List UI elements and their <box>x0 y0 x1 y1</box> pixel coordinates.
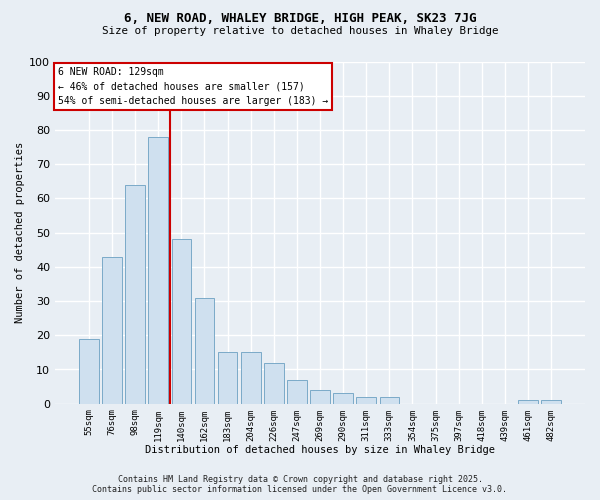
Text: 6 NEW ROAD: 129sqm
← 46% of detached houses are smaller (157)
54% of semi-detach: 6 NEW ROAD: 129sqm ← 46% of detached hou… <box>58 66 328 106</box>
Bar <box>287 380 307 404</box>
Bar <box>356 397 376 404</box>
Bar <box>380 397 399 404</box>
Bar <box>148 137 168 404</box>
Bar <box>79 338 99 404</box>
Text: Contains HM Land Registry data © Crown copyright and database right 2025.
Contai: Contains HM Land Registry data © Crown c… <box>92 474 508 494</box>
Bar <box>172 240 191 404</box>
X-axis label: Distribution of detached houses by size in Whaley Bridge: Distribution of detached houses by size … <box>145 445 495 455</box>
Text: 6, NEW ROAD, WHALEY BRIDGE, HIGH PEAK, SK23 7JG: 6, NEW ROAD, WHALEY BRIDGE, HIGH PEAK, S… <box>124 12 476 26</box>
Bar <box>218 352 238 404</box>
Bar <box>541 400 561 404</box>
Bar <box>241 352 260 404</box>
Bar <box>194 298 214 404</box>
Bar <box>334 394 353 404</box>
Bar <box>518 400 538 404</box>
Bar <box>310 390 330 404</box>
Bar <box>264 362 284 404</box>
Bar <box>102 256 122 404</box>
Y-axis label: Number of detached properties: Number of detached properties <box>15 142 25 323</box>
Bar <box>125 184 145 404</box>
Text: Size of property relative to detached houses in Whaley Bridge: Size of property relative to detached ho… <box>102 26 498 36</box>
